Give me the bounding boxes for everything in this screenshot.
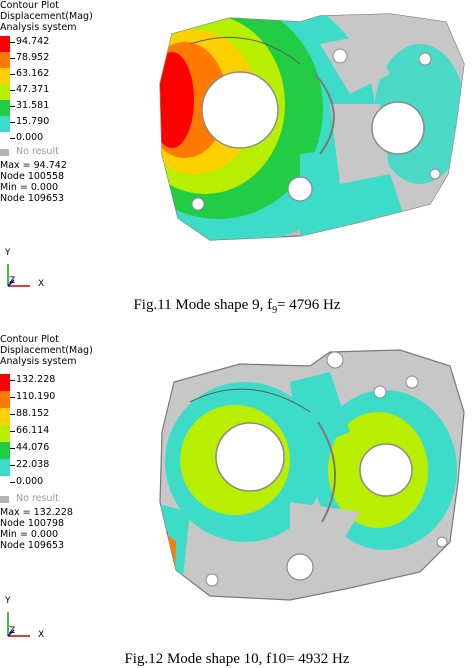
axis-x-label: X	[38, 279, 45, 289]
axis-z-label: Z	[9, 626, 16, 636]
legend-title-1: Contour Plot	[0, 0, 59, 11]
legend-swatch	[0, 408, 10, 425]
max-node: Node 100558	[0, 171, 65, 182]
axis-x-label: X	[38, 630, 45, 640]
legend-value: 44.076	[16, 442, 50, 453]
figure-12: Contour Plot Displacement(Mag) Analysis …	[0, 334, 474, 668]
caption-subscript: 9	[272, 305, 278, 316]
max-value: Max = 132.228	[0, 507, 73, 518]
axis-z-label: Z	[9, 276, 16, 286]
legend-value: 15.790	[16, 116, 50, 127]
legend-title-2: Displacement(Mag)	[0, 11, 93, 22]
no-result-label: No result	[16, 493, 59, 504]
legend-value: 132.228	[16, 374, 56, 385]
axis-triad: Y Z X	[0, 246, 60, 306]
min-value: Min = 0.000	[0, 182, 59, 193]
axis-triad-icon	[7, 264, 30, 287]
fea-model-plot	[159, 349, 465, 601]
legend-swatch	[0, 459, 10, 476]
legend-title-2: Displacement(Mag)	[0, 345, 93, 356]
legend-swatch	[0, 36, 10, 52]
figure-caption: Fig.11 Mode shape 9, f9= 4796 Hz	[0, 297, 474, 316]
legend-value: 78.952	[16, 52, 50, 63]
legend-swatch	[0, 425, 10, 442]
max-value: Max = 94.742	[0, 160, 67, 171]
legend-swatch	[0, 442, 10, 459]
min-node: Node 109653	[0, 193, 65, 204]
figure-11: Contour Plot Displacement(Mag) Analysis …	[0, 0, 474, 330]
legend-swatch	[0, 391, 10, 408]
legend-value: 66.114	[16, 425, 50, 436]
no-result-swatch	[0, 496, 9, 503]
no-result-swatch	[0, 149, 9, 156]
legend-value: 31.581	[16, 100, 50, 111]
axis-y-label: Y	[5, 248, 11, 258]
legend-swatch	[0, 116, 10, 132]
figure-caption: Fig.12 Mode shape 10, f10= 4932 Hz	[124, 651, 350, 667]
contour-legend: Contour Plot Displacement(Mag) Analysis …	[0, 334, 110, 551]
legend-swatch	[0, 68, 10, 84]
min-value: Min = 0.000	[0, 529, 59, 540]
legend-title-1: Contour Plot	[0, 334, 59, 345]
legend-value: 0.000	[16, 476, 44, 487]
legend-swatch	[0, 84, 10, 100]
fea-model-plot	[159, 13, 465, 241]
no-result-label: No result	[16, 146, 59, 157]
max-node: Node 100798	[0, 518, 65, 529]
legend-value: 110.190	[16, 391, 56, 402]
legend-swatch	[0, 100, 10, 116]
legend-swatch	[0, 52, 10, 68]
legend-swatch	[0, 374, 10, 391]
caption-prefix: Fig.11 Mode shape 9, f	[133, 297, 273, 313]
legend-value: 0.000	[16, 132, 44, 143]
legend-value: 88.152	[16, 408, 50, 419]
legend-title-3: Analysis system	[0, 22, 77, 33]
caption-suffix: = 4796 Hz	[277, 297, 341, 313]
legend-value: 22.038	[16, 459, 50, 470]
legend-value: 63.162	[16, 68, 50, 79]
legend-value: 47.371	[16, 84, 50, 95]
legend-value: 94.742	[16, 36, 50, 47]
axis-triad-icon	[7, 612, 30, 637]
axis-y-label: Y	[5, 596, 11, 606]
legend-title-3: Analysis system	[0, 356, 77, 367]
min-node: Node 109653	[0, 540, 65, 551]
contour-legend: Contour Plot Displacement(Mag) Analysis …	[0, 0, 110, 204]
axis-triad: Y Z X	[0, 590, 60, 650]
